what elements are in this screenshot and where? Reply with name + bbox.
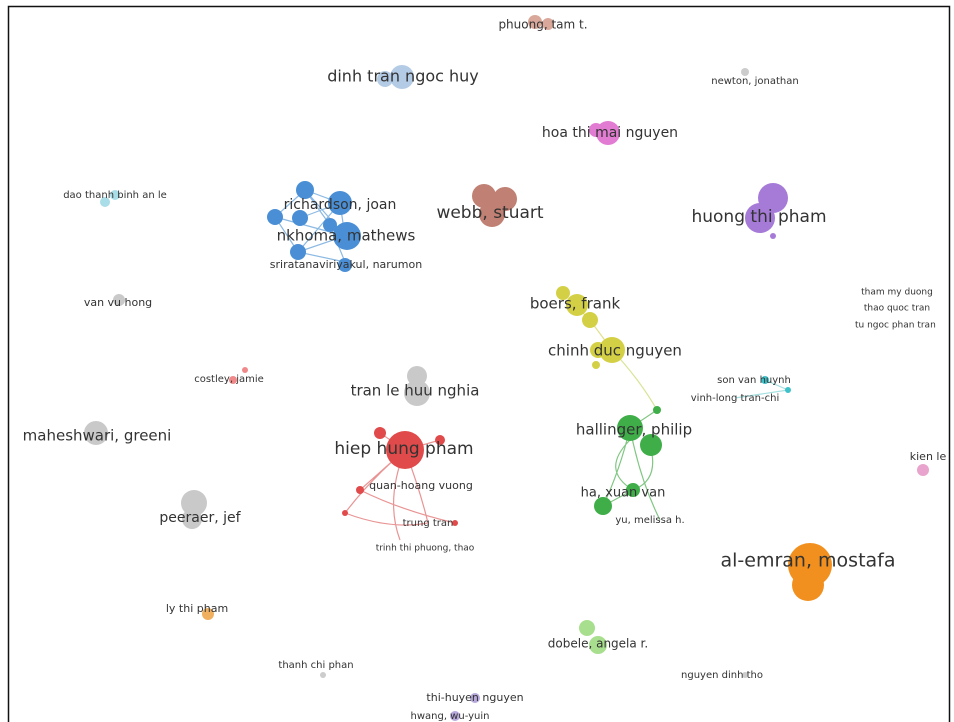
node-label: son van huynh	[717, 375, 791, 386]
node	[338, 258, 352, 272]
node	[435, 435, 445, 445]
nodes	[84, 15, 929, 721]
node	[640, 434, 662, 456]
node-label: boers, frank	[530, 295, 621, 313]
node	[785, 387, 791, 393]
node	[792, 569, 824, 601]
node	[589, 123, 603, 137]
node	[182, 509, 202, 529]
node	[113, 294, 125, 306]
node-label: vinh-long tran-chi	[691, 393, 779, 404]
node-label: peeraer, jef	[159, 510, 241, 526]
node	[267, 209, 283, 225]
node	[761, 376, 769, 384]
node	[528, 15, 542, 29]
node-label: thao quoc tran	[864, 304, 930, 314]
node	[617, 415, 643, 441]
node	[181, 490, 207, 516]
node-label: webb, stuart	[436, 203, 543, 223]
node-label: dao thanh binh an le	[63, 190, 167, 201]
node	[320, 672, 326, 678]
node-label: van vu hong	[84, 296, 152, 309]
node	[470, 693, 480, 703]
node	[110, 190, 120, 200]
node-label: costley, jamie	[194, 374, 264, 385]
labels: phuong, tam t. dinh tran ngoc huy newton…	[23, 18, 947, 722]
node-label: thanh chi phan	[278, 660, 353, 671]
node-label: nkhoma, mathews	[277, 227, 416, 245]
node	[745, 203, 775, 233]
node-label: dinh tran ngoc huy	[327, 67, 479, 86]
node	[296, 181, 314, 199]
node	[404, 380, 430, 406]
node	[386, 431, 424, 469]
node-label: hiep hung pham	[334, 439, 473, 459]
node-label: tran le huu nghia	[351, 382, 480, 400]
node	[742, 672, 748, 678]
node	[100, 197, 110, 207]
node	[377, 71, 393, 87]
frame	[7, 5, 951, 722]
node-label: tu ngoc phan tran	[855, 321, 936, 331]
node	[356, 486, 364, 494]
node	[342, 510, 348, 516]
node-label: huong thi pham	[691, 207, 826, 227]
node	[582, 312, 598, 328]
node-label: kien le	[910, 450, 947, 463]
node	[323, 218, 337, 232]
node-label: ly thi pham	[166, 602, 228, 615]
node-label: hallinger, philip	[576, 421, 692, 439]
green-edges	[602, 409, 661, 521]
node-label: dobele, angela r.	[548, 637, 648, 651]
node	[542, 18, 554, 30]
node-label: chinh duc nguyen	[548, 342, 682, 360]
node	[594, 497, 612, 515]
node-label: trung tran	[403, 518, 454, 529]
node	[290, 244, 306, 260]
node	[579, 620, 595, 636]
node-label: hoa thi mai nguyen	[542, 125, 678, 141]
node	[374, 427, 386, 439]
node	[333, 222, 361, 250]
node	[653, 406, 661, 414]
node-label: trinh thi phuong, thao	[376, 544, 475, 554]
node	[229, 376, 237, 384]
node	[590, 342, 606, 358]
node	[450, 711, 460, 721]
node-label: tham my duong	[861, 288, 933, 298]
node	[292, 210, 308, 226]
node-label: hwang, wu-yuin	[410, 711, 489, 722]
node-label: thi-huyen nguyen	[426, 691, 523, 704]
node-label: richardson, joan	[284, 197, 397, 213]
node	[328, 191, 352, 215]
node	[917, 464, 929, 476]
node	[592, 361, 600, 369]
node	[84, 421, 108, 445]
node	[589, 636, 607, 654]
node-label: quan-hoang vuong	[369, 479, 473, 492]
node-label: phuong, tam t.	[498, 18, 587, 32]
node-label: nguyen dinh tho	[681, 670, 763, 681]
node	[770, 233, 776, 239]
node	[452, 520, 458, 526]
cyan-edges	[734, 379, 789, 399]
node	[479, 201, 505, 227]
node	[626, 483, 640, 497]
node	[599, 337, 625, 363]
node	[202, 608, 214, 620]
node	[556, 286, 570, 300]
node	[566, 294, 588, 316]
node-label: ha, xuan van	[581, 486, 666, 501]
node-label: al-emran, mostafa	[720, 550, 895, 572]
node-label: yu, melissa h.	[615, 515, 684, 526]
node-label: newton, jonathan	[711, 76, 799, 87]
node	[242, 367, 248, 373]
node	[741, 68, 749, 76]
node-label: sriratanaviriyakul, narumon	[270, 258, 422, 271]
node	[390, 65, 414, 89]
node-label: maheshwari, greeni	[23, 427, 172, 445]
